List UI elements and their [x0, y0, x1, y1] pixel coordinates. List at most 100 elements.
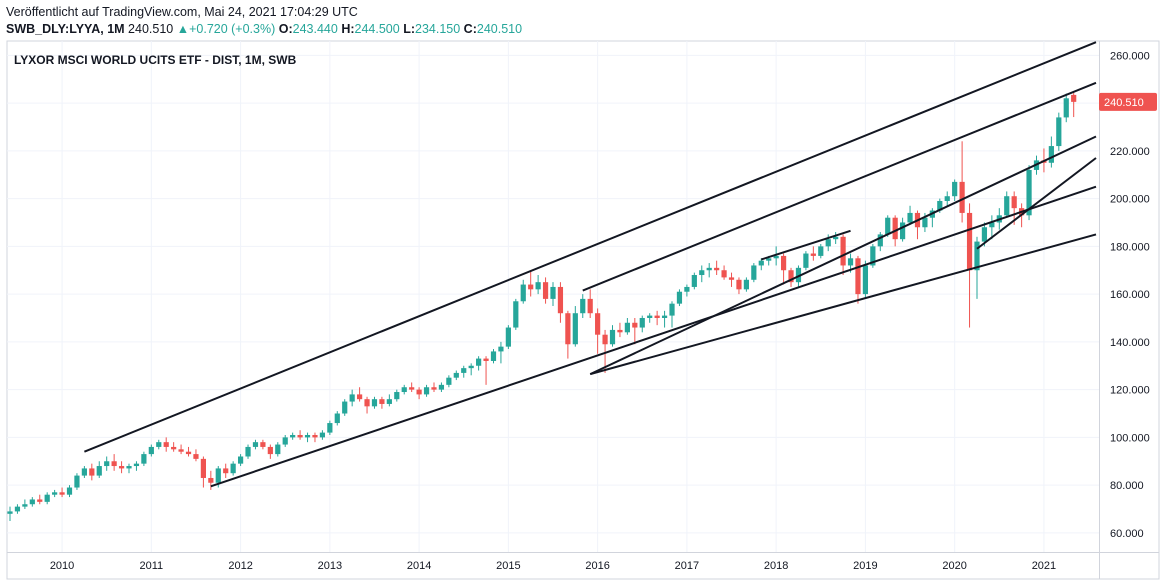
candle: [617, 322, 623, 338]
candle-body: [386, 399, 392, 404]
candle: [66, 485, 73, 498]
x-tick-label: 2010: [50, 560, 74, 572]
candle: [245, 444, 251, 459]
candle-body: [855, 258, 861, 295]
candle-body: [624, 322, 630, 333]
candle: [141, 451, 147, 467]
candle-body: [974, 241, 980, 271]
candle-body: [357, 394, 363, 400]
candle: [7, 506, 13, 521]
candle-body: [297, 434, 303, 438]
candle: [490, 349, 497, 364]
candle: [550, 282, 556, 307]
open-value: 243.440: [292, 22, 338, 36]
candle-body: [952, 181, 958, 197]
x-tick-label: 2011: [140, 560, 164, 572]
candle: [498, 341, 504, 364]
candle-body: [7, 511, 13, 514]
candle: [595, 308, 601, 354]
candle-body: [520, 284, 526, 302]
trend-line[interactable]: [760, 229, 851, 261]
candle: [178, 444, 184, 455]
candle: [833, 232, 839, 244]
candle-body: [476, 358, 482, 366]
candle-body: [595, 313, 601, 335]
candle-body: [751, 265, 757, 280]
candle-body: [431, 387, 437, 390]
candle-body: [528, 284, 534, 290]
candle: [223, 463, 229, 478]
candle: [118, 461, 125, 474]
candle-body: [966, 212, 973, 271]
candle: [691, 272, 697, 290]
trend-line[interactable]: [976, 157, 1097, 250]
candle: [342, 399, 348, 416]
candle: [699, 265, 705, 283]
price-axis[interactable]: 60.000 80.000 100.000 120.000 140.000 160.000…: [1110, 50, 1150, 540]
candle: [684, 284, 690, 297]
candle-body: [1071, 94, 1077, 102]
time-axis[interactable]: 2010 2011 2012 2013 2014 2015 2016 2017 2018 2019…: [50, 560, 1056, 572]
trend-line[interactable]: [210, 185, 1097, 488]
candle: [394, 389, 400, 402]
candle-body: [535, 282, 541, 290]
candle-body: [803, 253, 809, 268]
open-label: O:: [278, 22, 293, 36]
candle: [505, 325, 511, 350]
candle-body: [1056, 117, 1062, 147]
candle: [714, 260, 720, 276]
candle-body: [498, 346, 504, 352]
candle-body: [483, 358, 489, 361]
candle: [803, 251, 809, 271]
candle-body: [66, 487, 73, 495]
candle: [104, 456, 110, 471]
trend-line[interactable]: [582, 81, 1097, 292]
candle: [371, 396, 378, 409]
candle: [885, 215, 891, 237]
candle-body: [141, 454, 147, 464]
trend-line[interactable]: [589, 233, 1097, 376]
candle-body: [766, 258, 772, 261]
candle-body: [304, 434, 311, 438]
candle: [357, 387, 363, 402]
candle: [379, 396, 385, 409]
trendlines-layer[interactable]: [84, 41, 1097, 488]
y-tick-label: 60.000: [1110, 528, 1144, 540]
x-tick-label: 2018: [764, 560, 788, 572]
candle: [952, 179, 958, 201]
candle-body: [44, 494, 50, 502]
candle: [163, 437, 169, 452]
candle: [1056, 112, 1062, 151]
price-change: +0.720 (+0.3%): [189, 22, 276, 36]
candle-body: [550, 286, 556, 299]
candle: [22, 499, 28, 510]
candle: [52, 489, 58, 498]
candle-body: [706, 267, 712, 271]
candle-body: [840, 236, 846, 266]
candle-body: [900, 222, 906, 240]
candle-body: [490, 351, 497, 361]
candle: [989, 215, 995, 240]
candle-body: [989, 222, 995, 228]
candle: [446, 375, 452, 388]
candle: [1004, 191, 1010, 218]
candle-body: [468, 365, 474, 369]
candle: [74, 473, 80, 490]
x-tick-label: 2013: [318, 560, 342, 572]
candle-body: [178, 449, 184, 452]
candle-body: [260, 442, 266, 447]
candle: [431, 382, 437, 393]
trend-line[interactable]: [589, 135, 1097, 376]
candle-body: [29, 499, 35, 505]
candle-body: [379, 399, 385, 404]
x-tick-label: 2020: [942, 560, 966, 572]
candle-body: [862, 265, 869, 295]
candle-body: [349, 394, 355, 402]
candle-body: [111, 461, 117, 467]
candle-body: [892, 217, 898, 240]
published-line: Veröffentlicht auf TradingView.com, Mai …: [6, 5, 358, 19]
candle-body: [684, 286, 690, 292]
y-tick-label: 140.000: [1110, 337, 1150, 349]
trend-line[interactable]: [84, 41, 1097, 453]
